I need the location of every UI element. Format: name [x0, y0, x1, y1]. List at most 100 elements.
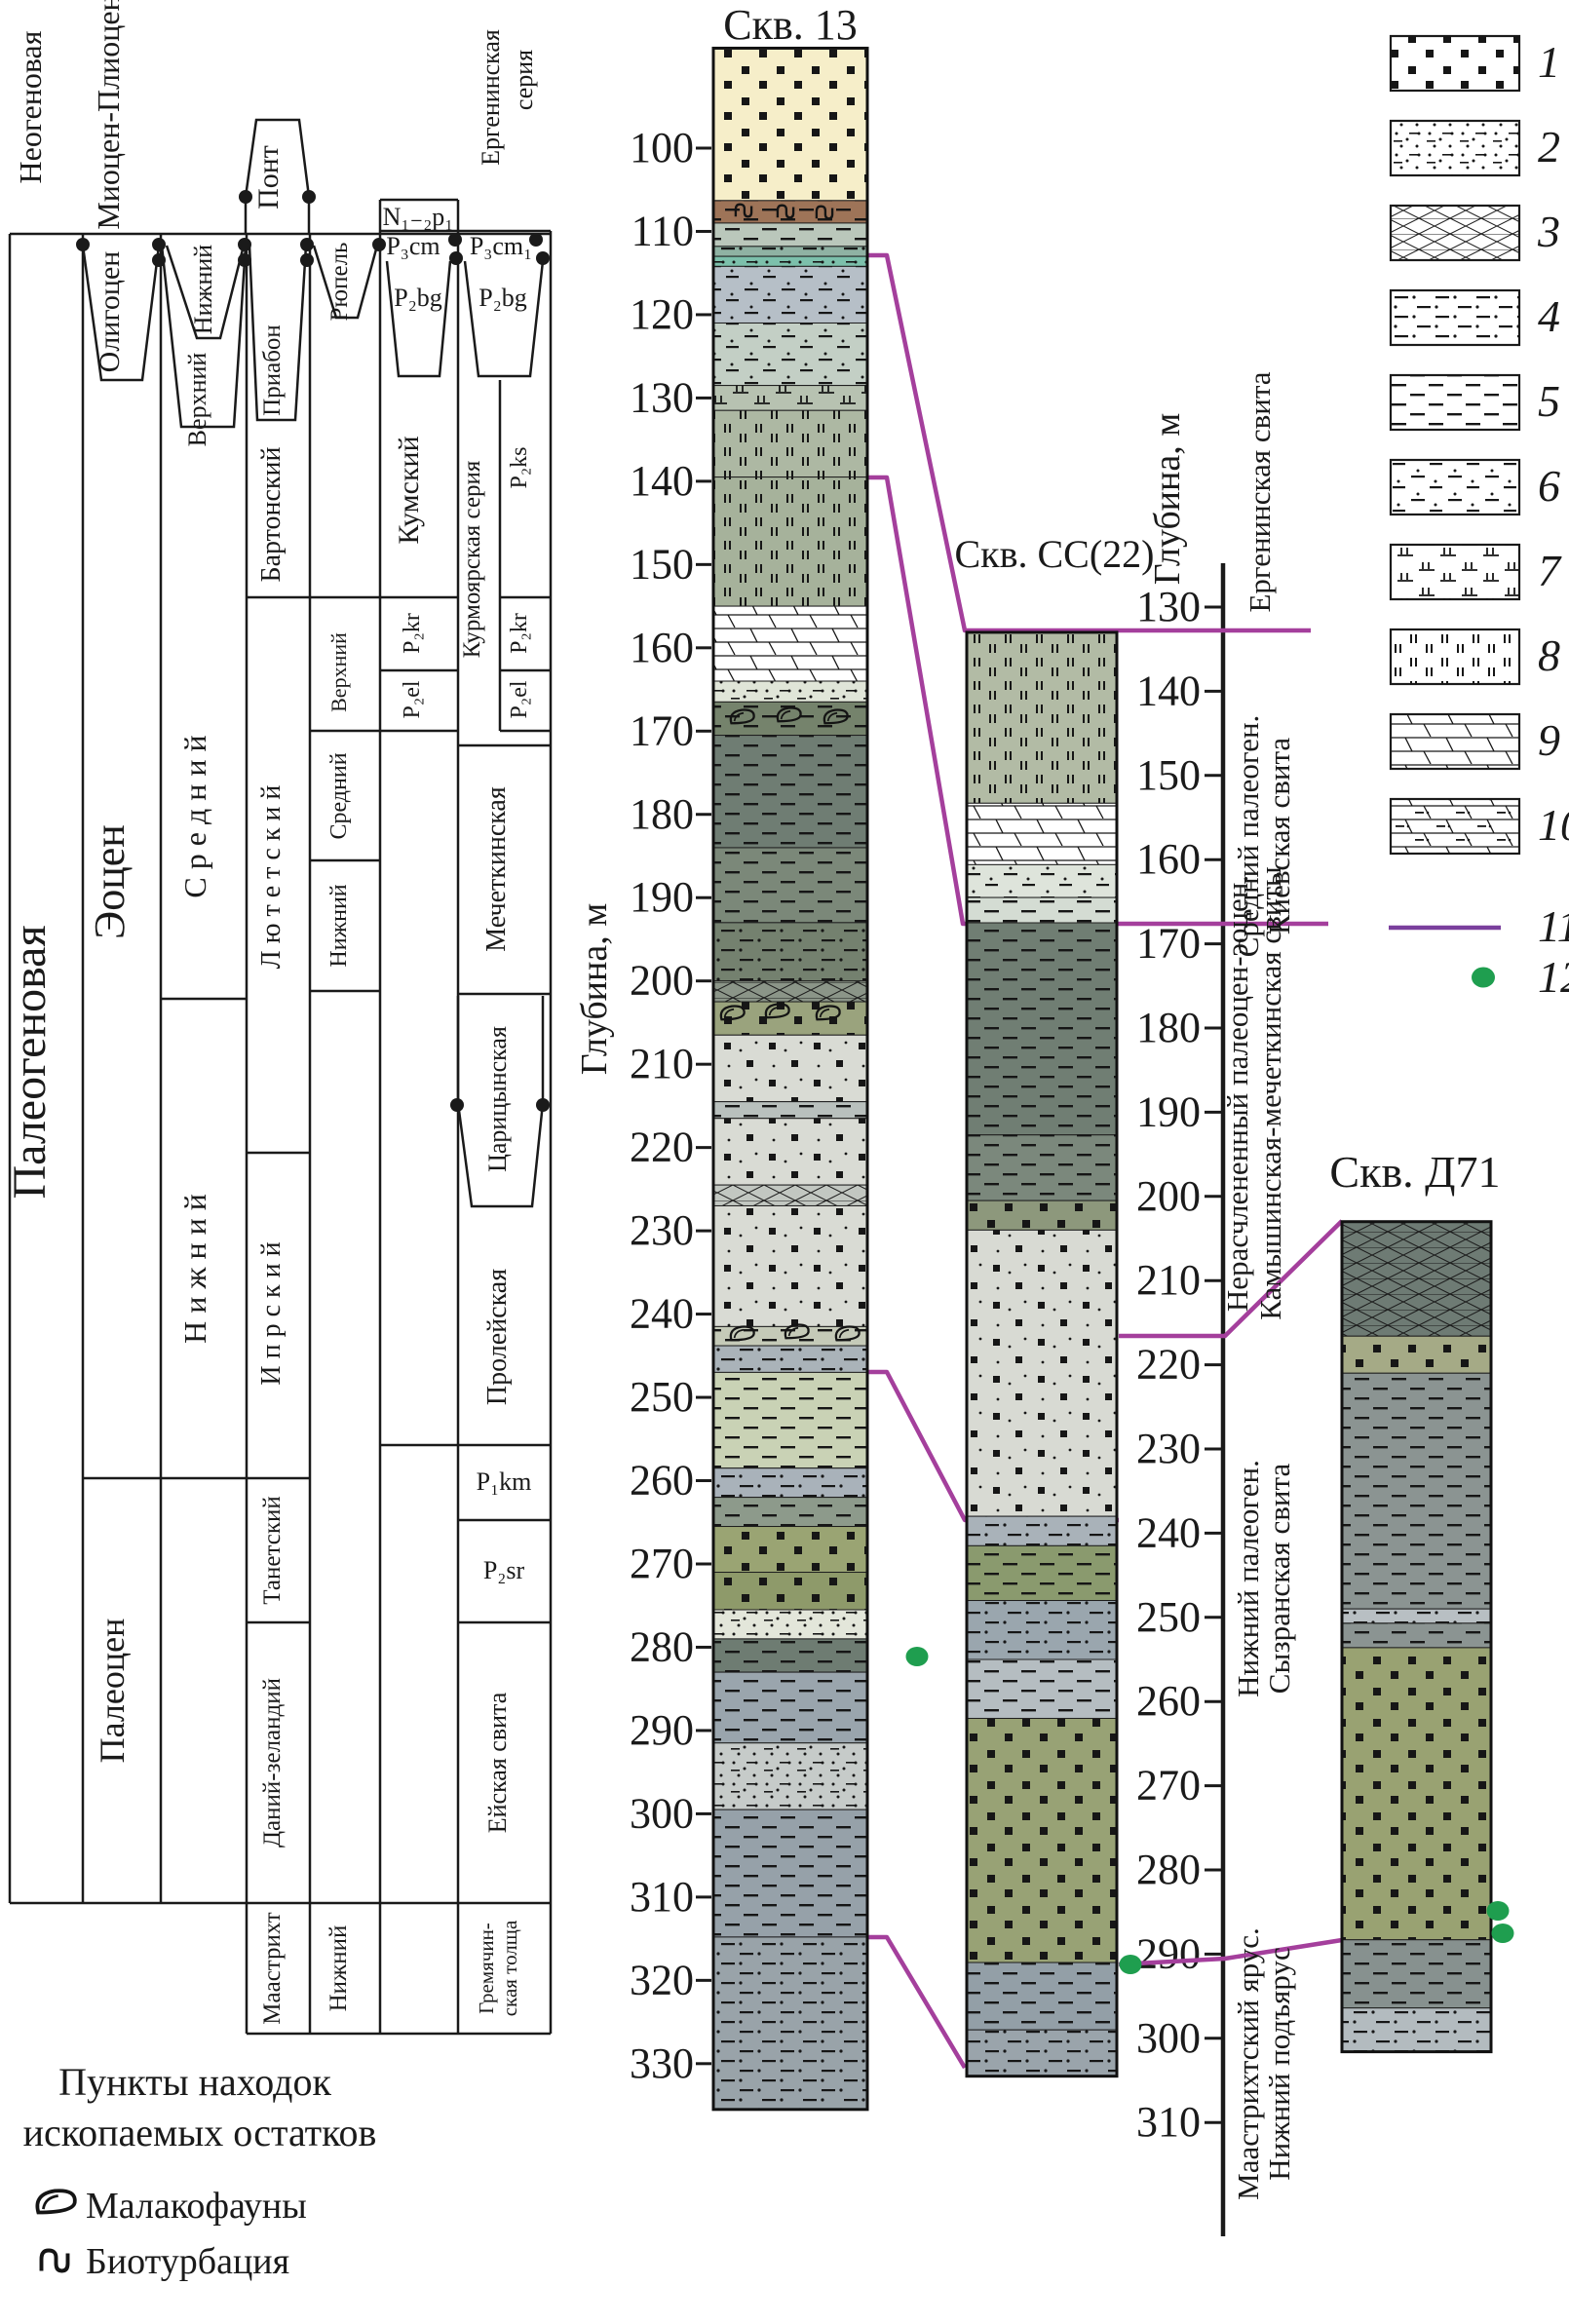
legend-item-8: 8 [1389, 628, 1560, 686]
fossil-find-dot [1119, 1955, 1142, 1974]
depth-tick-label: 110 [631, 207, 694, 254]
strat-table-label: Курмоярская серия [459, 460, 485, 658]
interval-label-line1: Средний палеоген. [1231, 715, 1265, 958]
strat-table-label: P₂el [507, 680, 532, 718]
strat-table-label: P₁km [477, 1467, 532, 1496]
well-layer-pattern [713, 1326, 867, 1347]
well-layer-pattern [1342, 1609, 1491, 1623]
correlation-line [867, 475, 1328, 927]
range-dot [449, 251, 463, 265]
legend-number: 1 [1538, 37, 1560, 87]
well-layer-pattern [713, 476, 867, 607]
legend-item-9: 9 [1389, 712, 1560, 771]
depth-tick-label: 140 [630, 457, 694, 505]
strat-table-label: P₂kr [507, 613, 532, 654]
depth-tick-label: 120 [630, 290, 694, 338]
interval-label-line2: Камышинская-мечеткинская свиты [1253, 866, 1287, 1320]
strat-table-label: P₂kr [400, 613, 425, 654]
well-column-1 [711, 46, 869, 2112]
range-dot [372, 238, 386, 251]
well-layer-pattern [713, 980, 867, 1003]
well-layer-pattern [967, 1516, 1117, 1546]
well-layer-pattern [713, 1609, 867, 1639]
well-layer-pattern [967, 2030, 1117, 2076]
strat-table-label: Кумский [393, 436, 425, 544]
well-layer-pattern [713, 1372, 867, 1468]
legend-item-10: 10 [1389, 797, 1569, 856]
strat-table-label: Палеогеновая [4, 925, 56, 1199]
depth-tick-label: 270 [630, 1540, 694, 1587]
well-layer-pattern [1342, 2007, 1491, 2052]
legend-swatch-pattern [1391, 206, 1519, 260]
strat-table-label: Маастрихт [259, 1912, 286, 2025]
right-depth-axis-label: Глубина, м [1147, 413, 1188, 586]
range-dot [300, 253, 314, 267]
well-layer-pattern [713, 681, 867, 703]
depth-tick-label: 170 [1136, 920, 1201, 968]
range-dot [238, 253, 251, 267]
interval-label-line2: Сызранская свита [1262, 1464, 1296, 1695]
range-dot [536, 251, 550, 265]
range-dot [152, 238, 166, 251]
depth-tick-label: 100 [630, 124, 694, 171]
well-layer-pattern [713, 1205, 867, 1327]
depth-tick-label: 280 [1136, 1846, 1201, 1893]
well-layer-pattern [967, 1659, 1117, 1719]
depth-tick-label: 230 [630, 1206, 694, 1254]
strat-table-label: Н и ж н и й [177, 1194, 212, 1344]
depth-tick-label: 260 [630, 1457, 694, 1505]
well-layer-pattern [713, 735, 867, 848]
strat-table-label: Бартонский [256, 446, 287, 582]
well-layer-pattern [967, 1134, 1117, 1201]
well-column-3 [1340, 1220, 1493, 2054]
well-layer-pattern [1342, 1221, 1491, 1337]
depth-tick-label: 170 [630, 706, 694, 754]
legend-item-1: 1 [1389, 34, 1560, 93]
well-layer-pattern [713, 222, 867, 247]
well-layer-pattern [713, 1810, 867, 1937]
legend-item-5: 5 [1389, 373, 1560, 432]
strat-table-label: Приабон [259, 324, 286, 416]
fossil-find-dot [1491, 1924, 1514, 1943]
well-layer-pattern [713, 1467, 867, 1498]
well1-depth-axis-label: Глубина, м [574, 903, 615, 1076]
well-layer-pattern [713, 922, 867, 981]
well-layer-pattern [713, 1936, 867, 2110]
strat-table-label: Даний-зеландий [259, 1678, 286, 1848]
range-dot [450, 1098, 464, 1112]
well-layer-pattern [967, 1600, 1117, 1659]
strat-table-label: P₃cm₁ [470, 232, 532, 260]
interval-label-line1: Нерасчлененный палеоцен-эоцен. [1220, 875, 1254, 1312]
strat-table-label: Миоцен-Плиоцен [91, 0, 126, 230]
well-layer-pattern [713, 1742, 867, 1810]
well-layer-pattern [967, 1230, 1117, 1517]
depth-tick-label: 310 [1136, 2098, 1201, 2146]
fossil-legend-item-malacofauna: Малакофауны [86, 2186, 307, 2227]
strat-table-label: Л ю т е т с к и й [256, 785, 287, 970]
well-layer-pattern [967, 864, 1117, 898]
depth-tick-label: 210 [1136, 1256, 1201, 1304]
correlation-line [867, 1934, 967, 2070]
shell-icon [35, 2189, 77, 2215]
well-layer-pattern [967, 1545, 1117, 1601]
well-layer-pattern [1342, 1336, 1491, 1374]
well1-title: Скв. 13 [723, 1, 858, 49]
strat-table-label: P₂el [400, 680, 425, 718]
legend-find-dot-sample [1472, 967, 1495, 988]
table-range-funnels [81, 118, 545, 1208]
depth-tick-label: 150 [630, 540, 694, 588]
well2-title: Скв. СС(22) [955, 532, 1155, 576]
legend-swatch-pattern [1391, 290, 1519, 345]
strat-table-label: Гремячин- [475, 1923, 498, 2014]
fossil-legend-title-line2: ископаемых остатков [23, 2111, 377, 2154]
legend-item-7: 7 [1389, 543, 1562, 601]
well-layer-pattern [713, 1185, 867, 1206]
strat-table-label: Ергенинская [477, 29, 505, 166]
strat-table-label: Танетский [259, 1496, 286, 1604]
legend-swatch-pattern [1391, 629, 1519, 684]
strat-table-label: Нижний [325, 1925, 352, 2012]
legend-number: 8 [1538, 630, 1560, 680]
legend-item-3: 3 [1389, 204, 1560, 262]
well-column-border [1340, 1220, 1493, 2054]
legend-swatch-pattern [1391, 545, 1519, 599]
